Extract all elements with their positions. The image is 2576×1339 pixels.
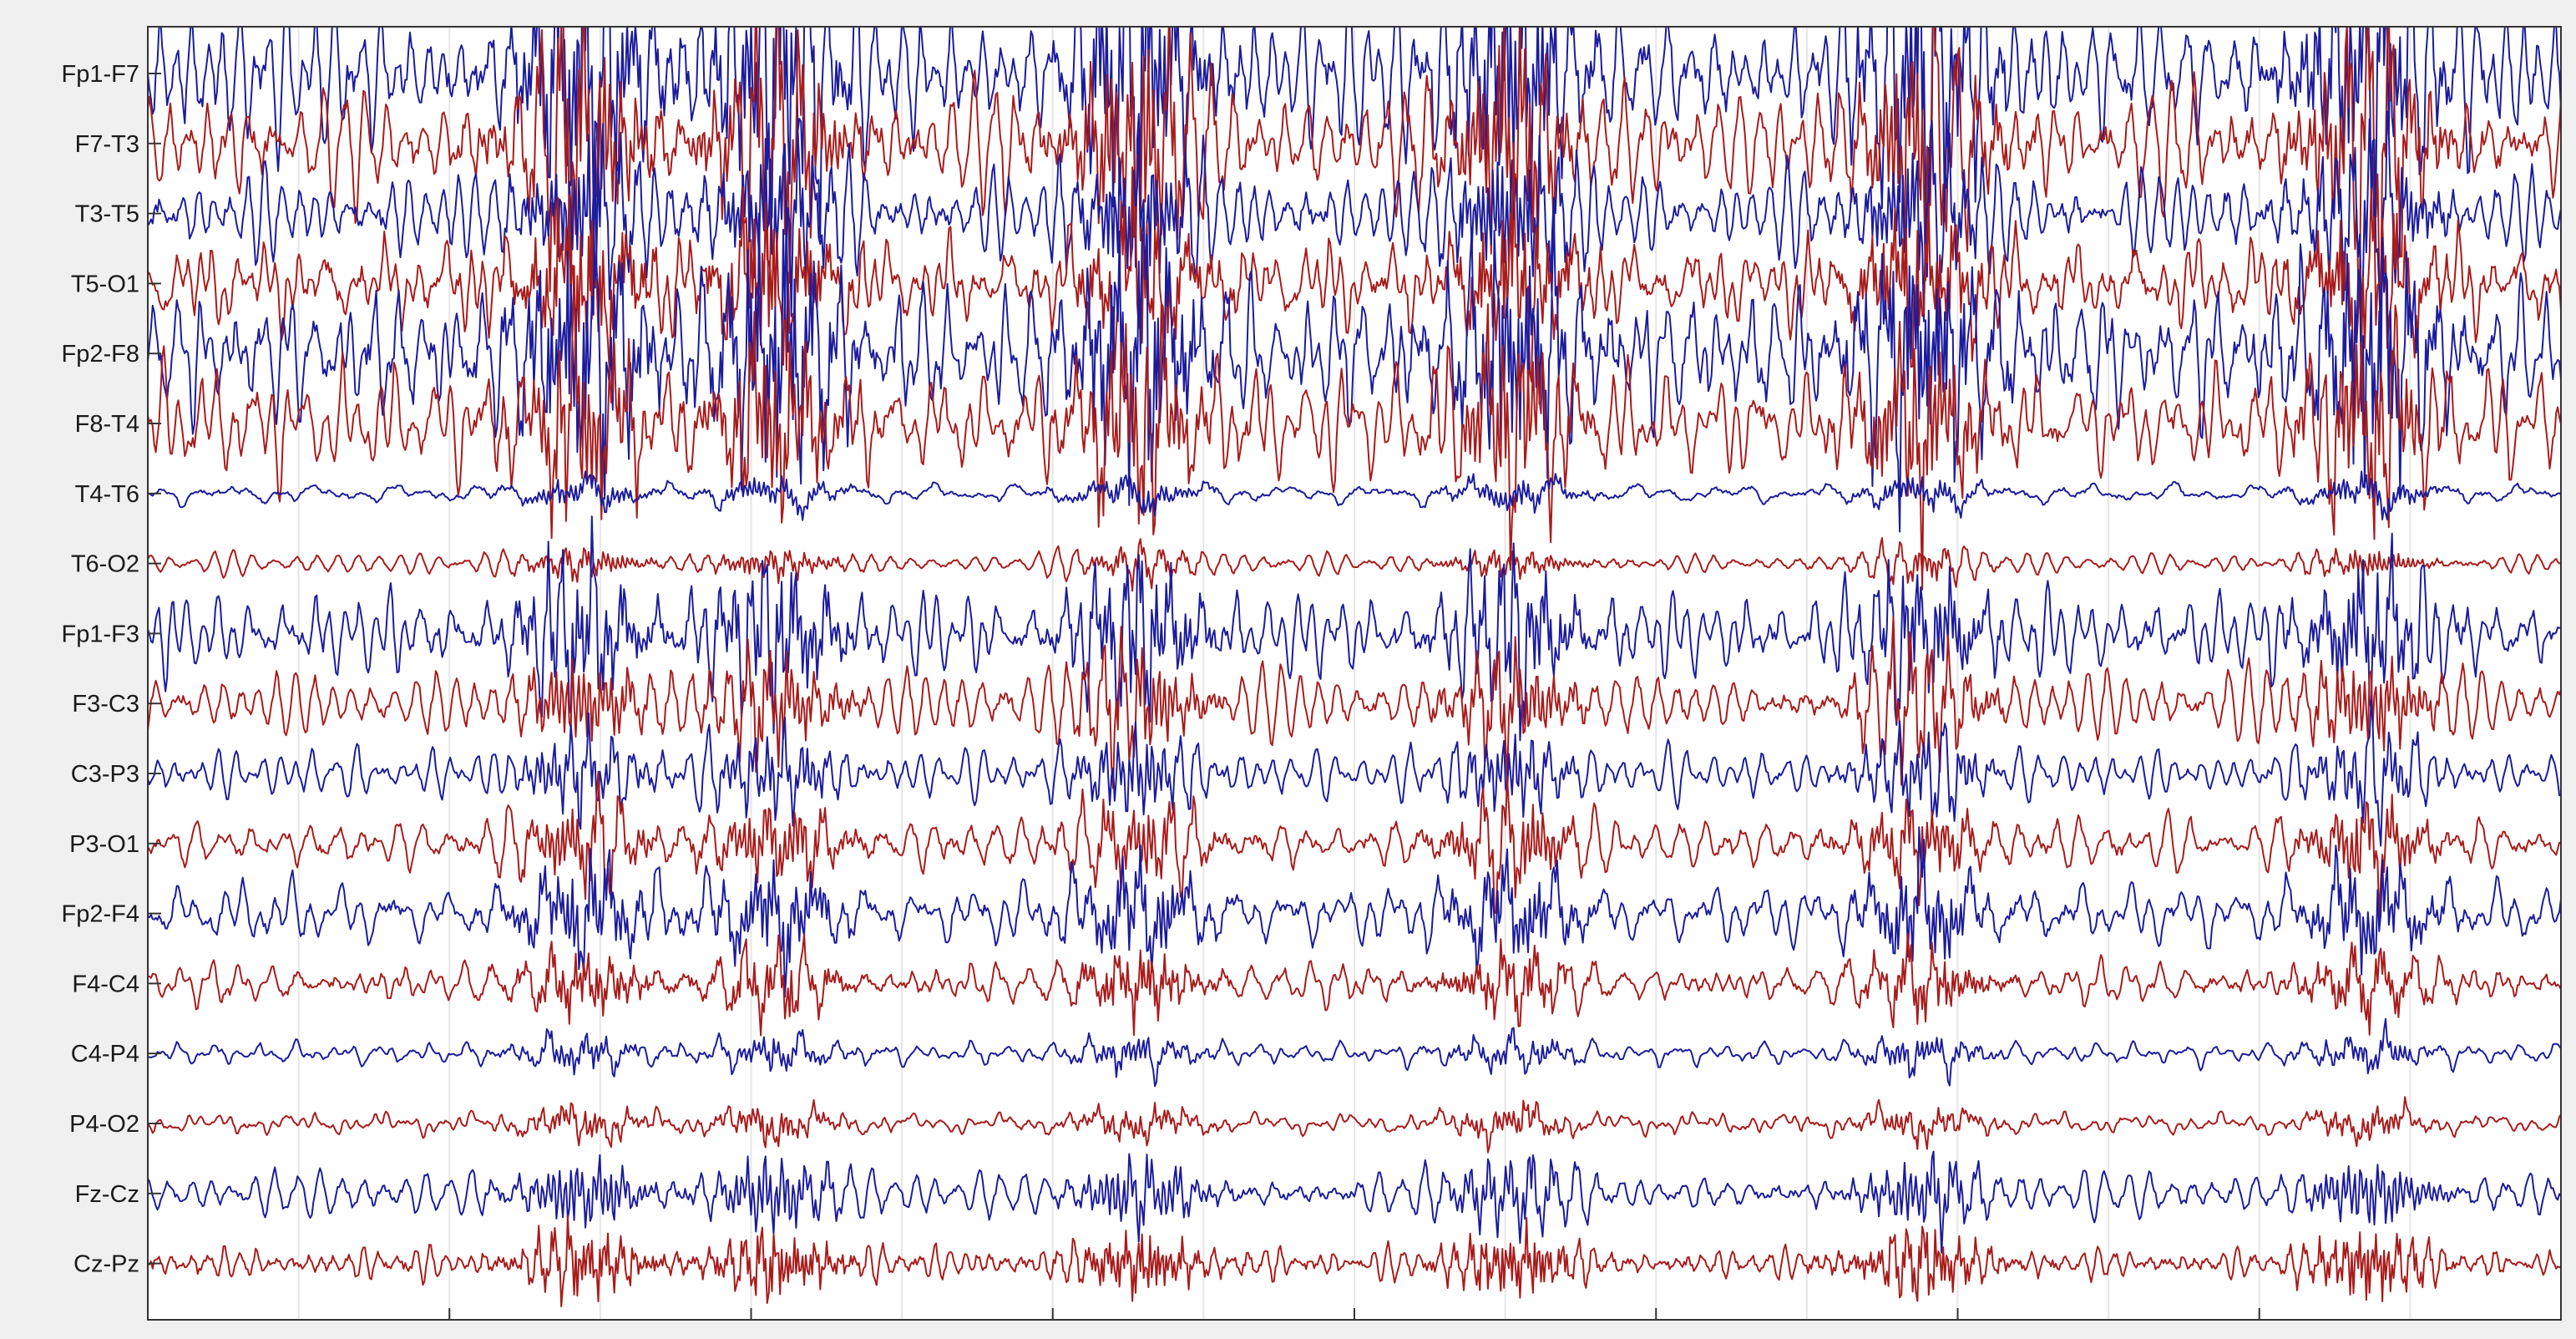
trace-p3-o1: [148, 770, 2561, 922]
channel-label: Fp1-F7: [62, 61, 139, 88]
channel-label: F4-C4: [72, 971, 139, 997]
channel-labels: Fp1-F7 F7-T3 T3-T5 T5-O1 Fp2-F8 F8-T4 T4-T6 T6-…: [62, 61, 139, 1278]
channel-label: F7-T3: [75, 131, 139, 158]
channel-label: T5-O1: [71, 271, 139, 297]
channel-label: T6-O2: [71, 551, 139, 578]
trace-fp1-f7: [148, 27, 2561, 278]
trace-t6-o2: [148, 537, 2561, 592]
trace-f3-c3: [148, 616, 2561, 789]
channel-label: F8-T4: [75, 411, 139, 438]
trace-p4-o2: [148, 1096, 2561, 1154]
channel-label: C4-P4: [71, 1041, 139, 1068]
channel-label: Fz-Cz: [75, 1181, 139, 1208]
trace-fp1-f3: [148, 515, 2561, 742]
trace-t4-t6: [148, 470, 2561, 521]
trace-t3-t5: [148, 110, 2561, 339]
channel-label: P4-O2: [69, 1111, 139, 1138]
trace-cz-pz: [148, 1215, 2561, 1307]
channel-label: T4-T6: [75, 481, 139, 508]
trace-t5-o1: [148, 142, 2561, 383]
axis-ticks: [148, 73, 2260, 1320]
channel-label: C3-P3: [71, 761, 139, 788]
trace-fp2-f8: [148, 135, 2561, 533]
trace-c3-p3: [148, 699, 2561, 847]
trace-f7-t3: [148, 27, 2561, 327]
channel-label: P3-O1: [69, 831, 139, 858]
trace-group: [148, 27, 2561, 1307]
trace-f4-c4: [148, 932, 2561, 1037]
trace-c4-p4: [148, 1017, 2561, 1088]
channel-label: Cz-Pz: [73, 1251, 139, 1278]
channel-label: Fp2-F8: [62, 341, 139, 368]
channel-label: T3-T5: [75, 201, 139, 228]
trace-fz-cz: [148, 1150, 2561, 1254]
channel-label: Fp1-F3: [62, 621, 139, 647]
trace-fp2-f4: [148, 826, 2561, 998]
channel-label: Fp2-F4: [62, 901, 139, 928]
trace-f8-t4: [148, 265, 2561, 591]
channel-label: F3-C3: [72, 691, 139, 718]
